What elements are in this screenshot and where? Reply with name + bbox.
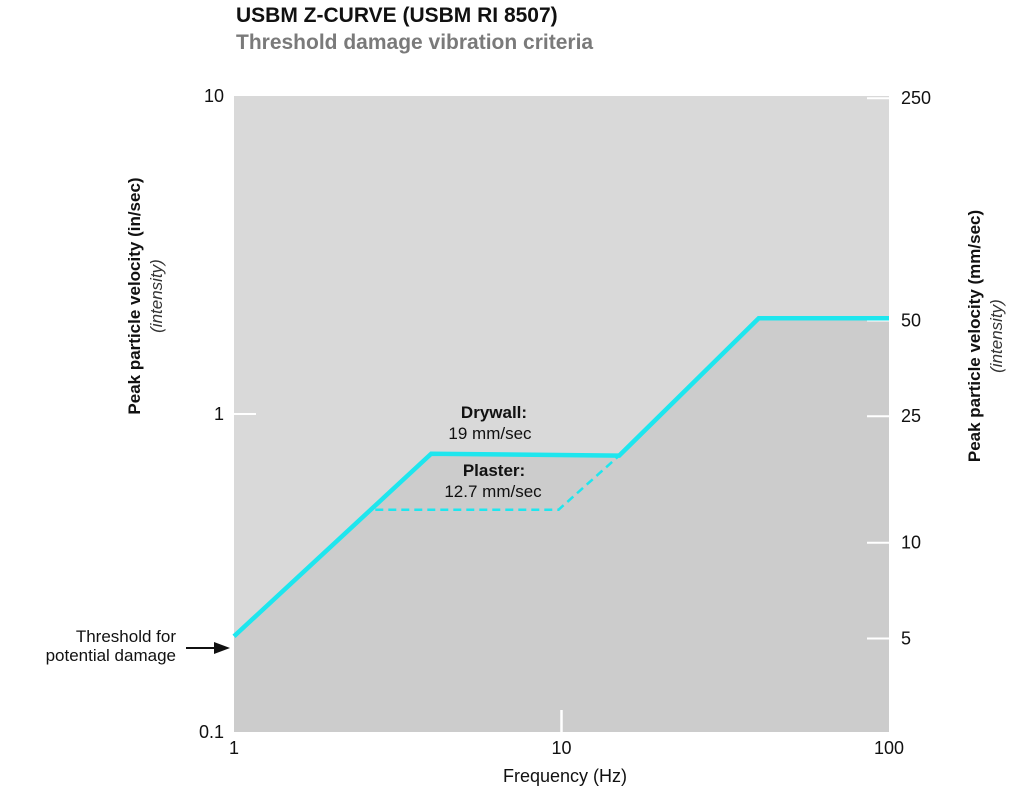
plaster-value-label: 12.7 mm/sec <box>444 482 542 501</box>
y-axis-label-right-title: Peak particle velocity (mm/sec) <box>965 209 984 463</box>
plaster-series-line <box>375 454 621 511</box>
y2-tick-label-1: 10 <box>901 533 921 553</box>
x-axis-label: Frequency (Hz) <box>502 766 628 786</box>
y-tick-label-2: 10 <box>204 86 224 106</box>
drywall-value-label: 19 mm/sec <box>448 424 532 443</box>
x-tick-label-1: 10 <box>551 738 571 758</box>
drywall-label: Drywall: <box>461 403 527 422</box>
chart-subtitle: Threshold damage vibration criteria <box>236 31 594 54</box>
y-tick-label-1: 1 <box>214 404 224 424</box>
y-axis-label-right-sub: (intensity) <box>987 299 1006 373</box>
plaster-label: Plaster: <box>463 461 525 480</box>
y2-tick-label-2: 25 <box>901 406 921 426</box>
x-tick-label-2: 100 <box>874 738 904 758</box>
y2-tick-label-3: 50 <box>901 310 921 330</box>
y-axis-label-left-sub: (intensity) <box>147 259 166 333</box>
y-axis-label-right: Peak particle velocity (mm/sec) (intensi… <box>964 210 1008 462</box>
threshold-annotation-line-2: potential damage <box>45 646 176 665</box>
drywall-series-line <box>232 316 889 638</box>
y2-tick-label-4: 250 <box>901 88 931 108</box>
threshold-arrow <box>186 642 230 654</box>
x-tick-label-0: 1 <box>229 738 239 758</box>
y-tick-label-0: 0.1 <box>199 722 224 742</box>
threshold-annotation-line-1: Threshold for <box>75 627 176 646</box>
area-below-curve <box>234 318 889 732</box>
y2-tick-label-0: 5 <box>901 628 911 648</box>
threshold-annotation: Threshold for potential damage <box>46 627 176 665</box>
chart-title: USBM Z-CURVE (USBM RI 8507) <box>236 4 558 27</box>
y-axis-label-left-title: Peak particle velocity (in/sec) <box>125 177 144 415</box>
y-axis-label-left: Peak particle velocity (in/sec) (intensi… <box>124 177 168 414</box>
